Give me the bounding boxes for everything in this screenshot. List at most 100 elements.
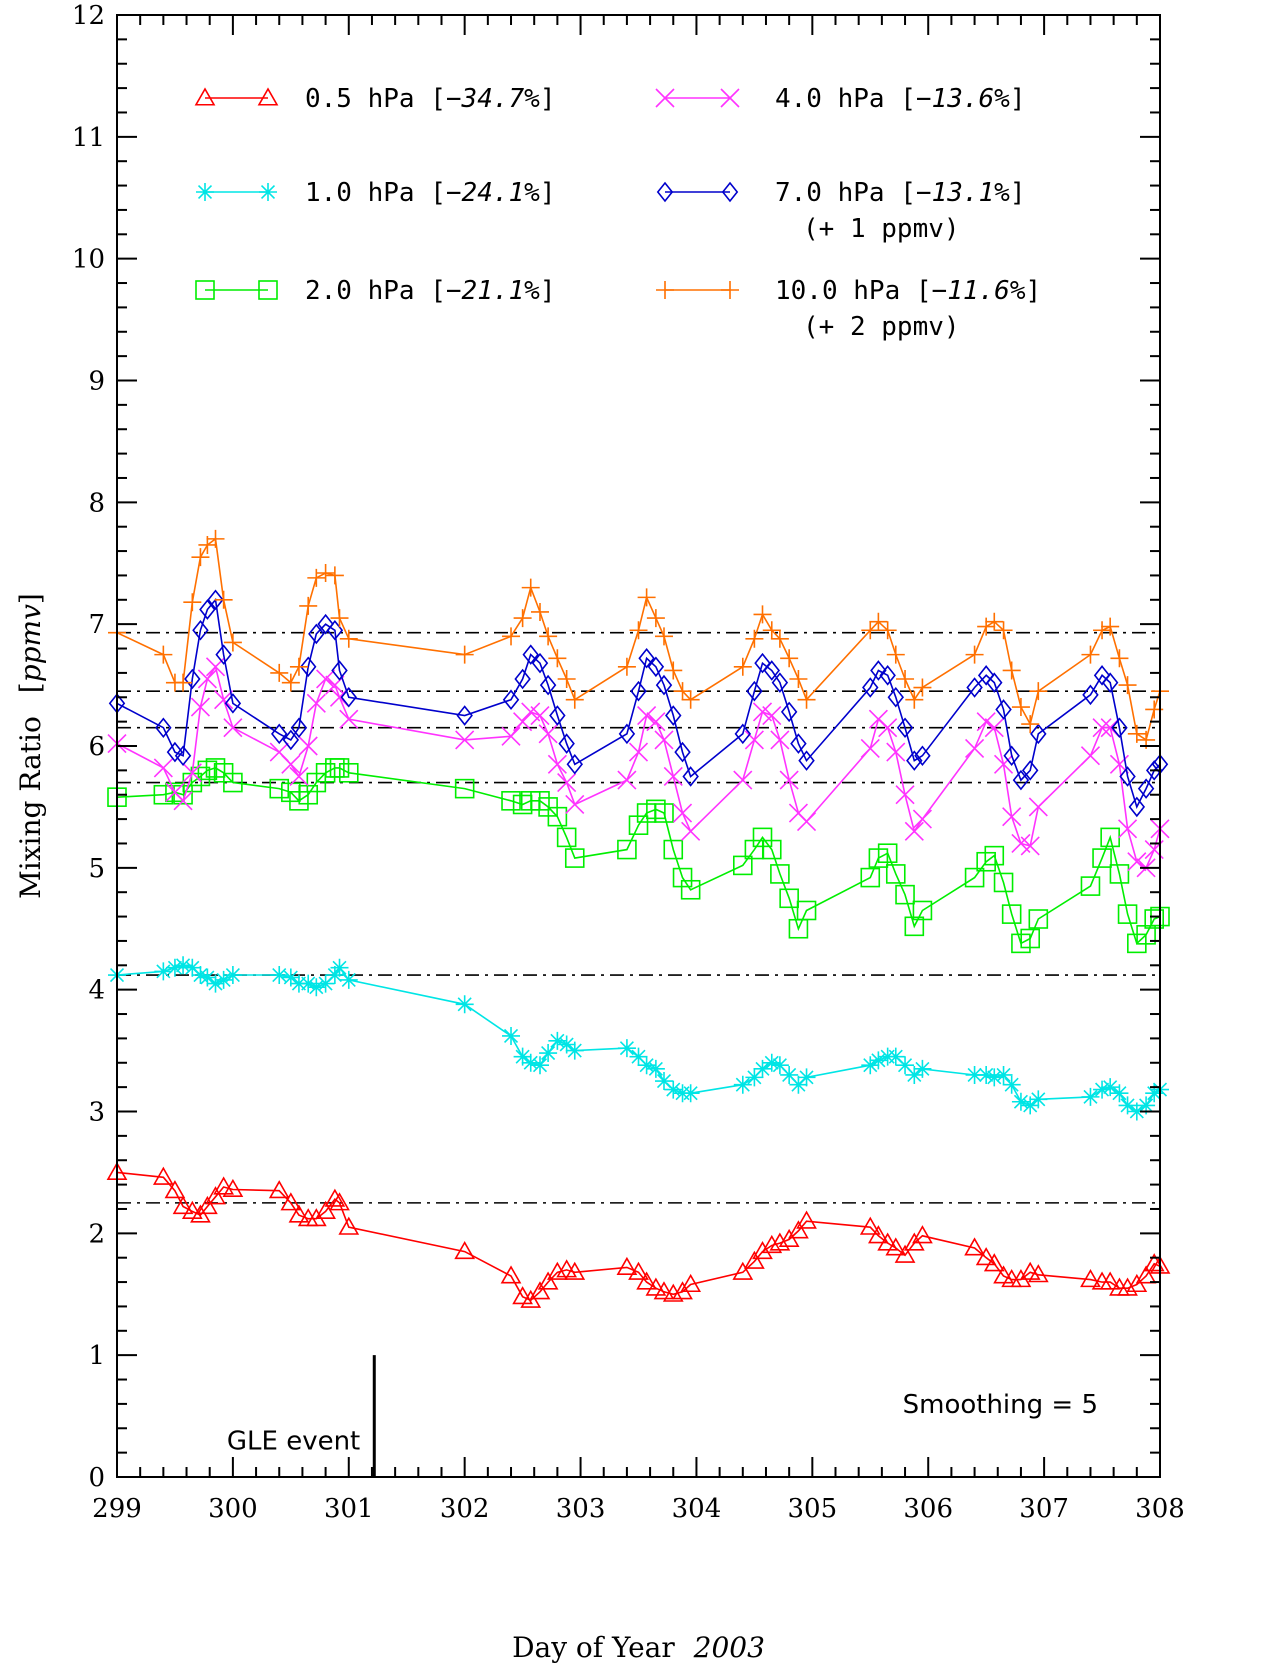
data-point [779,770,799,790]
data-point [761,839,782,860]
data-point [513,712,533,732]
data-point [965,738,985,759]
data-point [1093,1080,1112,1099]
data-point [984,718,1004,738]
data-point [1111,717,1128,739]
y-axis-title-close-bracket: ] [14,593,47,604]
data-point [207,589,224,611]
data-point [780,1065,799,1084]
y-tick-label: 7 [88,610,105,640]
data-point [796,1210,817,1229]
data-point [912,1225,933,1244]
data-point [289,657,308,676]
data-point [886,645,905,664]
data-point [754,652,771,674]
data-point [1127,1102,1146,1121]
data-point [618,723,636,745]
y-tick-label: 1 [88,1341,105,1371]
data-point [629,621,648,640]
data-point [531,652,549,674]
data-point [656,281,674,299]
data-point [984,845,1005,866]
data-point [184,668,201,690]
data-point [1011,1092,1030,1111]
series-line [116,767,1161,945]
data-point [538,724,558,744]
data-point [206,974,225,993]
data-point [546,1261,568,1280]
legend-offset-note: (+ 2 ppmv) [803,312,960,342]
data-point [1110,1084,1129,1103]
data-point [975,1247,997,1266]
data-point [647,656,665,678]
data-point [548,1031,567,1050]
data-point [1028,797,1048,817]
data-point [1137,1096,1156,1115]
data-point [753,605,772,624]
data-point [326,619,344,641]
data-point [1136,925,1156,945]
data-point [547,754,567,774]
y-tick-label: 10 [72,245,105,275]
data-point [339,970,358,989]
data-point [299,656,317,678]
legend-label: 10.0 hPa [−11.6%] [775,276,1041,306]
data-point [191,966,210,985]
data-point [985,612,1004,631]
data-point [269,778,290,799]
data-point [539,674,557,696]
data-point [1093,665,1111,686]
data-point [1011,698,1030,717]
data-point [317,613,334,635]
data-point [281,754,301,774]
data-point [198,968,217,987]
data-point [905,690,924,709]
data-point [1117,1277,1138,1296]
x-tick-label: 300 [208,1494,258,1524]
data-point [859,1216,881,1235]
series-0-5-hPahpa [106,1161,1171,1308]
data-point [1021,715,1040,734]
data-point [316,974,335,993]
data-point [744,730,764,750]
data-point [1118,676,1137,695]
data-point [1092,718,1112,738]
data-point [223,966,242,985]
x-tick-label: 306 [903,1494,953,1524]
data-point [681,1084,700,1103]
x-tick-label: 305 [788,1494,838,1524]
data-point [656,181,674,203]
y-axis-title-text: Mixing Ratio [14,716,47,899]
data-point [330,609,349,628]
data-point [174,673,193,692]
y-tick-label: 2 [88,1219,105,1249]
data-point [223,633,242,652]
data-point [654,1072,673,1091]
data-point [1119,766,1136,787]
data-point [1002,661,1021,680]
data-point [197,760,218,781]
data-point [522,644,539,665]
data-point [1020,928,1041,949]
data-point [746,680,763,702]
data-point [1080,746,1101,766]
data-point [339,629,358,648]
data-point [454,1240,476,1260]
data-point [779,888,799,909]
series-line [116,597,1161,810]
x-tick-label: 302 [440,1494,490,1524]
data-point [763,660,780,681]
data-point [529,1281,551,1300]
data-point [913,678,932,697]
data-point [566,753,583,775]
data-point [966,677,983,698]
data-point [682,766,699,787]
data-point [298,784,319,805]
x-tick-label: 303 [556,1494,606,1524]
data-point [896,669,915,688]
data-point [1080,876,1101,896]
data-point [325,675,345,695]
data-point [964,1237,985,1256]
data-point [258,280,278,300]
data-point [912,900,933,921]
